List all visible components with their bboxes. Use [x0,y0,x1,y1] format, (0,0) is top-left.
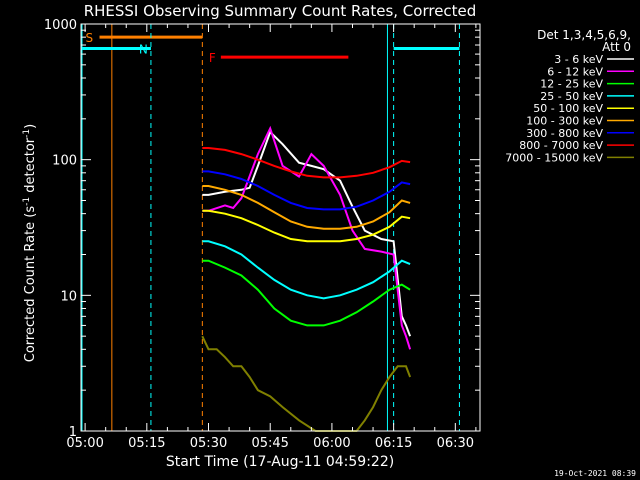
y-axis-label-sup2: -1 [22,129,32,138]
series-line-7 [202,147,411,179]
y-axis-label: Corrected Count Rate (s-1 detector-1) [22,124,38,362]
legend-title-line2: Att 0 [602,40,631,54]
series-line-5 [202,185,411,230]
series-line-1 [202,125,412,350]
y-tick-label: 1000 [44,18,77,33]
legend-label: 12 - 25 keV [540,78,603,91]
footer-date: 19-Oct-2021 08:39 [554,469,636,478]
series-line-4 [202,209,411,243]
flag-label-n: N [139,42,148,56]
legend-label: 7000 - 15000 keV [505,151,603,164]
legend-label: 3 - 6 keV [554,53,603,66]
y-tick-label: 10 [60,289,77,304]
x-axis-label: Start Time (17-Aug-11 04:59:22) [166,454,394,470]
legend-title-line1: Det 1,3,4,5,6,9, [537,28,631,42]
flag-label-s: S [86,31,94,45]
x-tick-label: 06:30 [437,436,474,451]
y-tick-label: 100 [52,154,77,169]
x-tick-label: 05:45 [251,436,288,451]
series-line-8 [201,335,412,432]
chart-title: RHESSI Observing Summary Count Rates, Co… [84,2,477,20]
x-tick-label: 05:30 [190,436,227,451]
legend-label: 300 - 800 keV [526,127,603,140]
y-axis-label-main: Corrected Count Rate (s [23,206,38,363]
plot-frame [80,23,481,432]
y-axis-label-mid: detector [23,137,38,197]
y-tick-label: 1 [69,425,77,440]
flag-label-f: F [209,51,216,65]
svg-text:Corrected Count Rate (s-1 dete: Corrected Count Rate (s-1 detector-1) [22,124,38,362]
x-tick-label: 05:15 [128,436,165,451]
series-line-0 [202,130,412,337]
y-axis-label-end: ) [23,124,38,129]
legend-label: 100 - 300 keV [526,115,603,128]
legend-label: 6 - 12 keV [547,65,603,78]
axes: 05:00 05:15 05:30 05:45 06:00 06:15 06:30 1 10 10… [44,18,481,451]
x-tick-label: 06:00 [313,436,350,451]
series-line-6 [202,170,411,211]
legend-label: 50 - 100 keV [533,102,603,115]
y-axis-label-sup1: -1 [22,197,32,206]
x-tick-label: 06:15 [375,436,412,451]
legend-label: 800 - 7000 keV [519,139,603,152]
x-tick-label: 05:00 [66,436,103,451]
series-layer [201,125,412,432]
flag-group: S N F [81,24,460,431]
legend-label: 25 - 50 keV [540,90,603,103]
series-line-2 [202,259,411,327]
series-line-3 [202,240,411,300]
